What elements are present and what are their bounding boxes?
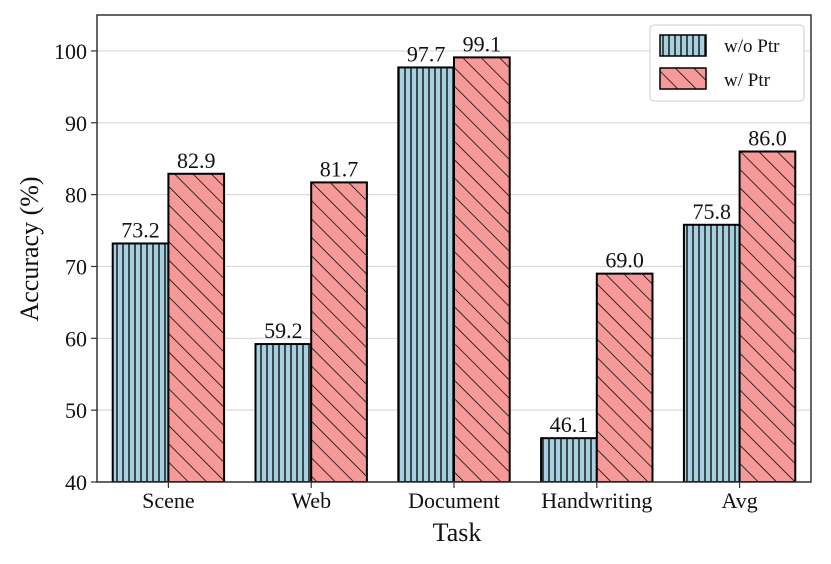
bar-without-ptr (682, 223, 741, 482)
bar-with-ptr (738, 150, 797, 482)
bar-with-ptr (167, 172, 226, 482)
bar-with-ptr (453, 56, 511, 482)
y-axis-title: Accuracy (%) (15, 176, 44, 321)
y-tick-label: 80 (65, 183, 87, 208)
bars (111, 56, 797, 482)
y-axis-ticks: 40 50 60 70 80 90 100 (54, 39, 97, 495)
legend: w/o Ptr w/ Ptr (649, 24, 805, 102)
bar-without-ptr (540, 437, 598, 482)
bar-with-ptr (310, 181, 368, 482)
data-label-without-ptr: 59.2 (264, 318, 303, 343)
y-tick-label: 60 (65, 326, 87, 351)
legend-swatch-with-ptr (659, 67, 707, 90)
bar-with-ptr (595, 272, 654, 482)
bar-without-ptr (397, 66, 456, 482)
bar-without-ptr (111, 242, 170, 482)
data-label-with-ptr: 82.9 (177, 148, 216, 173)
y-tick-label: 50 (65, 398, 87, 423)
data-labels: 73.2 82.9 59.2 81.7 97.7 99.1 46.1 69.0 75.8 86.0 (121, 31, 786, 437)
bar-without-ptr (254, 343, 313, 482)
x-axis-ticks: Scene Web Document Handwriting Avg (142, 482, 758, 513)
data-label-without-ptr: 75.8 (693, 199, 732, 224)
x-tick-label: Avg (721, 488, 757, 513)
x-tick-label: Web (291, 488, 331, 513)
data-label-without-ptr: 46.1 (550, 412, 589, 437)
y-tick-label: 70 (65, 254, 87, 279)
legend-swatch-without-ptr (659, 34, 707, 57)
y-tick-label: 90 (65, 111, 87, 136)
data-label-with-ptr: 86.0 (748, 126, 787, 151)
data-label-with-ptr: 69.0 (605, 248, 644, 273)
data-label-without-ptr: 97.7 (407, 41, 446, 66)
data-label-without-ptr: 73.2 (121, 217, 160, 242)
data-label-with-ptr: 81.7 (320, 156, 359, 181)
x-axis-title: Task (433, 518, 482, 547)
x-tick-label: Handwriting (541, 488, 652, 513)
y-tick-label: 40 (65, 470, 87, 495)
x-tick-label: Document (408, 488, 500, 513)
x-tick-label: Scene (142, 488, 195, 513)
data-label-with-ptr: 99.1 (463, 31, 502, 56)
y-tick-label: 100 (54, 39, 87, 64)
legend-label-with-ptr: w/ Ptr (724, 70, 771, 91)
legend-label-without-ptr: w/o Ptr (724, 36, 780, 57)
plot-frame (96, 14, 812, 483)
